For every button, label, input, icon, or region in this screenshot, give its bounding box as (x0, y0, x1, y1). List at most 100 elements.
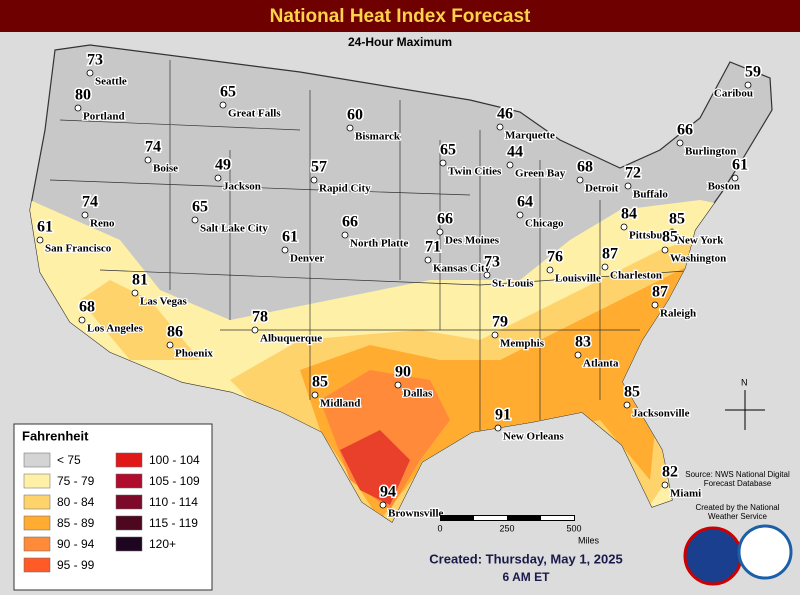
city-dot (436, 228, 444, 236)
city-value: 76 (547, 249, 563, 266)
city-name: Green Bay (515, 168, 566, 180)
city-name: Bismarck (355, 131, 401, 143)
city-dot (506, 161, 514, 169)
city-value: 61 (282, 229, 298, 246)
subtitle: 24-Hour Maximum (348, 35, 452, 49)
city-name: New Orleans (503, 431, 565, 443)
city-name: Brownsville (388, 508, 444, 520)
city-value: 90 (395, 364, 411, 381)
legend-label: 90 - 94 (57, 537, 95, 551)
city-dot (214, 174, 222, 182)
city-name: Twin Cities (448, 166, 502, 178)
city-dot (394, 381, 402, 389)
city-dot (744, 81, 752, 89)
city-name: Boston (708, 181, 740, 193)
zone-80-west (80, 280, 200, 360)
city-value: 87 (602, 246, 618, 263)
city-dot (516, 211, 524, 219)
legend-swatch (115, 494, 143, 510)
city-name: Jacksonville (632, 408, 690, 420)
city-name: Portland (83, 111, 125, 123)
city-dot (219, 101, 227, 109)
city-dot (281, 246, 289, 254)
city-name: St. Louis (492, 278, 534, 290)
city-value: 73 (484, 254, 500, 271)
title: National Heat Index Forecast (270, 6, 531, 27)
source-box: Source: NWS National Digital Forecast Da… (685, 470, 790, 488)
city-dot (574, 351, 582, 359)
city-value: 46 (497, 106, 513, 123)
city-value: 74 (82, 194, 98, 211)
scale-bar (440, 515, 575, 521)
city-name: Washington (670, 253, 726, 265)
city-name: Salt Lake City (200, 223, 268, 235)
city-value: 66 (677, 122, 693, 139)
city-dot (439, 159, 447, 167)
city-name: Burlington (685, 146, 736, 158)
scale-tick: 0 (437, 523, 442, 533)
city-value: 85 (662, 229, 678, 246)
legend-swatch (23, 515, 51, 531)
city-value: 71 (425, 239, 441, 256)
city-value: 60 (347, 107, 363, 124)
legend-label: 75 - 79 (57, 474, 95, 488)
city-value: 82 (662, 464, 678, 481)
legend-swatch (115, 515, 143, 531)
city-dot (311, 391, 319, 399)
created: Created: Thursday, May 1, 2025 (429, 551, 622, 566)
city-dot (576, 176, 584, 184)
city-dot (494, 424, 502, 432)
city-name: Las Vegas (140, 296, 187, 308)
city-value: 85 (669, 211, 685, 228)
city-value: 85 (624, 384, 640, 401)
city-value: 94 (380, 484, 396, 501)
city-dot (310, 176, 318, 184)
city-dot (483, 271, 491, 279)
city-dot (191, 216, 199, 224)
city-name: Seattle (95, 76, 127, 88)
city-name: Marquette (505, 130, 555, 142)
nws-logo (683, 526, 743, 586)
city-dot (651, 301, 659, 309)
city-name: North Platte (350, 238, 408, 250)
city-dot (624, 182, 632, 190)
city-dot (496, 123, 504, 131)
scale-unit: Miles (578, 535, 600, 545)
city-dot (661, 246, 669, 254)
city-value: 44 (507, 144, 523, 161)
cities: 73 Seattle 80 Portland 65 Great Falls 60 Bismar… (36, 50, 763, 521)
city-dot (676, 139, 684, 147)
city-value: 79 (492, 314, 508, 331)
city-dot (131, 289, 139, 297)
legend-label: 110 - 114 (149, 495, 198, 509)
city-name: Rapid City (319, 183, 371, 195)
city-name: Los Angeles (87, 323, 144, 335)
credit: Created by the National Weather Service (695, 503, 780, 521)
city-name: Atlanta (583, 358, 619, 370)
source: Source: NWS National Digital Forecast Da… (685, 470, 790, 488)
city-name: San Francisco (45, 243, 112, 255)
city-name: Caribou (714, 88, 753, 100)
city-name: Des Moines (445, 235, 500, 247)
city-dot (731, 174, 739, 182)
legend-label: < 75 (57, 453, 81, 467)
city-value: 87 (652, 284, 668, 301)
city-dot (74, 104, 82, 112)
city-dot (341, 231, 349, 239)
scale-tick: 500 (566, 523, 581, 533)
credit-box: Created by the National Weather Service (695, 503, 780, 521)
legend-swatch (115, 452, 143, 468)
city-name: Raleigh (660, 308, 696, 320)
city-value: 61 (732, 157, 748, 174)
city-dot (86, 69, 94, 77)
city-name: New York (677, 235, 724, 247)
city-name: Jackson (223, 181, 261, 193)
legend-swatch (23, 473, 51, 489)
legend-label: 100 - 104 (149, 453, 200, 467)
city-dot (546, 266, 554, 274)
legend-swatch (115, 473, 143, 489)
city-name: Denver (290, 253, 324, 265)
city-value: 73 (87, 52, 103, 69)
city-dot (668, 228, 676, 236)
